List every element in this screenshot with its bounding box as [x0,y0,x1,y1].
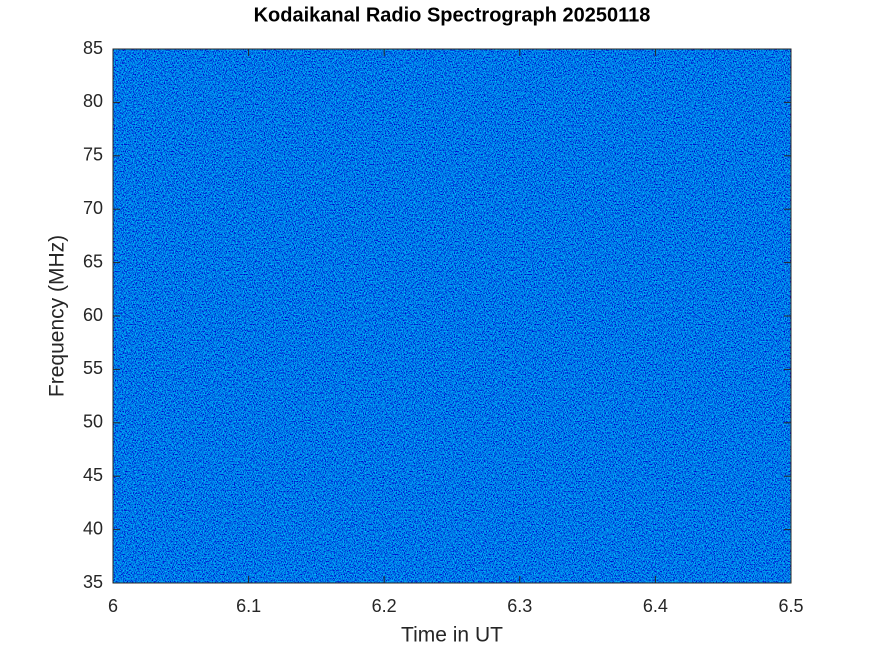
y-tick-label: 60 [83,305,103,325]
y-tick-label: 50 [83,412,103,432]
x-axis-label: Time in UT [401,624,503,647]
chart-title: Kodaikanal Radio Spectrograph 20250118 [254,4,651,26]
x-tick-label: 6 [108,596,118,616]
x-tick-label: 6.5 [778,596,803,616]
x-tick-label: 6.2 [372,596,397,616]
spectrogram-noise [113,49,791,583]
y-axis-label: Frequency (MHz) [46,235,69,397]
y-tick-label: 70 [83,198,103,218]
y-tick-label: 55 [83,358,103,378]
y-tick-label: 80 [83,91,103,111]
y-tick-label: 85 [83,38,103,58]
x-tick-label: 6.3 [507,596,532,616]
y-tick-label: 65 [83,251,103,271]
y-tick-label: 45 [83,465,103,485]
y-tick-label: 75 [83,145,103,165]
x-tick-label: 6.4 [643,596,668,616]
y-tick-label: 35 [83,572,103,592]
x-tick-label: 6.1 [236,596,261,616]
y-tick-label: 40 [83,518,103,538]
